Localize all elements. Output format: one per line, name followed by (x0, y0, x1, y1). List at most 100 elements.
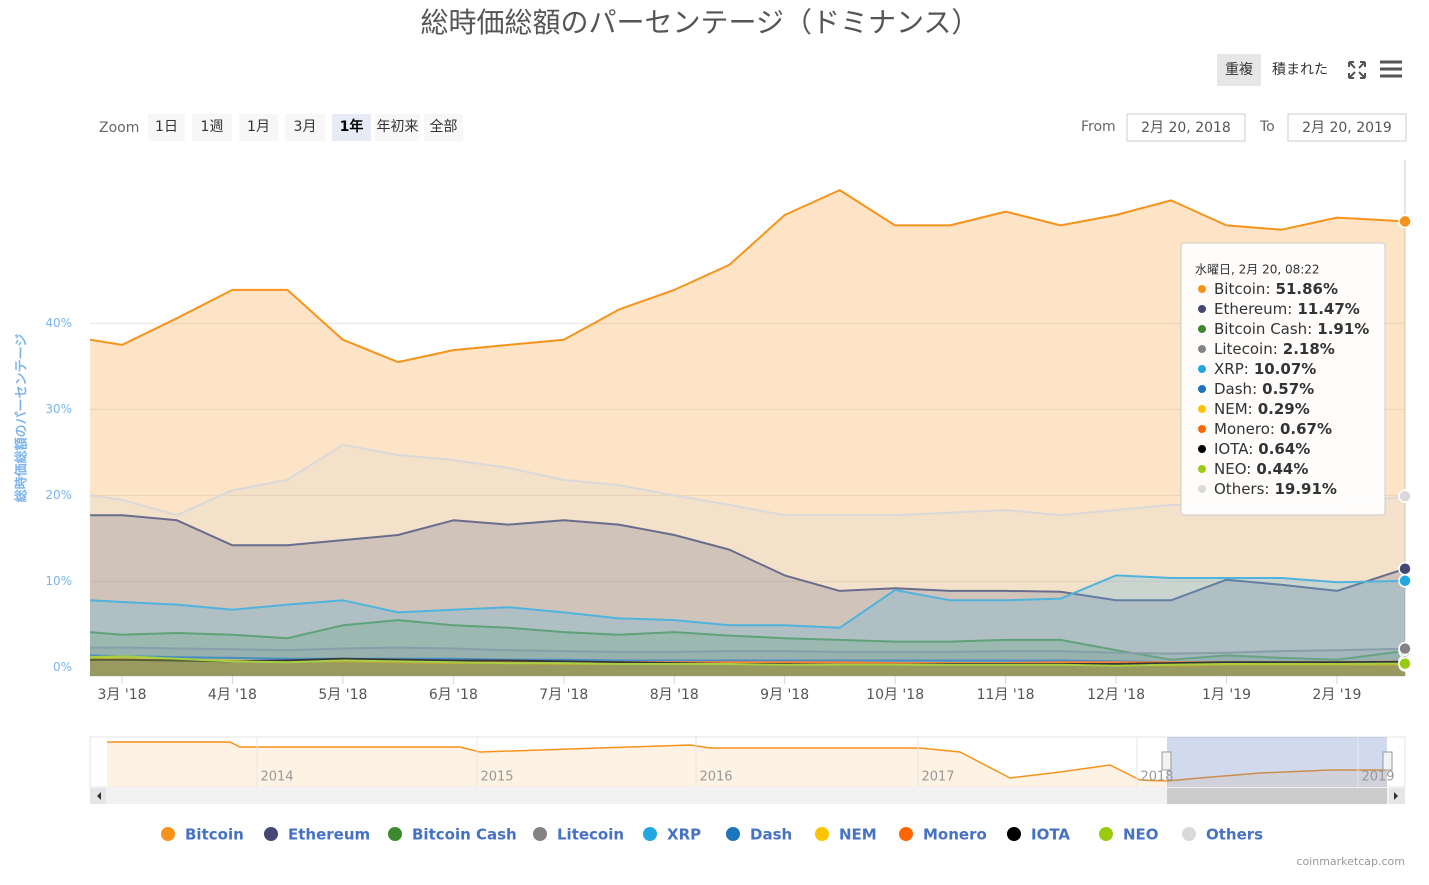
legend-label[interactable]: Monero (923, 826, 987, 844)
from-value[interactable]: 2月 20, 2018 (1141, 120, 1231, 136)
zoom-button-bg[interactable] (239, 114, 278, 141)
legend-dot[interactable] (643, 827, 657, 841)
series-area (90, 515, 1405, 676)
tooltip-separator: : (1248, 400, 1253, 418)
tooltip-value: 11.47% (1297, 300, 1359, 318)
tooltip-value: 1.91% (1317, 320, 1369, 338)
tooltip-name: NEM (1214, 400, 1248, 418)
tooltip-item: NEO: 0.44% (1214, 460, 1308, 478)
tooltip-separator: : (1252, 380, 1257, 398)
navigator-line (107, 741, 1387, 782)
from-input[interactable] (1126, 113, 1246, 142)
legend-label[interactable]: Bitcoin Cash (412, 826, 517, 844)
tooltip-dot (1198, 285, 1206, 293)
mode-button[interactable]: 積まれた (1272, 62, 1328, 78)
zoom-button[interactable]: 全部 (430, 118, 458, 135)
mode-button[interactable]: 重複 (1225, 61, 1253, 78)
zoom-button[interactable]: 1年 (340, 118, 364, 135)
mode-button-bg[interactable] (1217, 54, 1261, 86)
y-tick-label: 20% (45, 488, 72, 502)
x-tick-label: 5月 '18 (318, 687, 367, 703)
y-axis-title: 総時価総額のパーセンテージ (14, 334, 30, 503)
tooltip-separator: : (1246, 460, 1251, 478)
credit: coinmarketcap.com (1296, 855, 1405, 868)
tooltip-separator: : (1264, 480, 1269, 498)
legend-label[interactable]: Bitcoin (185, 826, 244, 844)
x-tick-label: 7月 '18 (539, 687, 588, 703)
legend-dot[interactable] (161, 827, 175, 841)
tooltip-separator: : (1287, 300, 1292, 318)
zoom-button[interactable]: 3月 (294, 119, 317, 135)
legend-label[interactable]: XRP (667, 826, 701, 844)
to-label: To (1259, 119, 1275, 135)
legend-label[interactable]: Ethereum (288, 826, 370, 844)
series-area (90, 190, 1405, 676)
legend-label[interactable]: Litecoin (557, 826, 624, 844)
legend-dot[interactable] (726, 827, 740, 841)
to-input[interactable] (1287, 113, 1407, 142)
scrollbar[interactable] (90, 788, 1405, 804)
legend-dot[interactable] (533, 827, 547, 841)
legend-label[interactable]: IOTA (1031, 826, 1070, 844)
series-line (89, 655, 1406, 667)
end-marker (1398, 641, 1412, 656)
tooltip-dot (1198, 325, 1206, 333)
tooltip-value: 51.86% (1276, 280, 1338, 298)
navigator-handle[interactable] (1161, 751, 1172, 771)
legend-dot[interactable] (815, 827, 829, 841)
chart-title: 総時価総額のパーセンテージ（ドミナンス） (421, 6, 980, 39)
zoom-button-bg[interactable] (148, 114, 185, 141)
legend-dot[interactable] (1099, 827, 1113, 841)
tooltip-separator: : (1265, 280, 1270, 298)
legend-label[interactable]: Others (1206, 826, 1263, 844)
to-value[interactable]: 2月 20, 2019 (1302, 120, 1392, 136)
zoom-button[interactable]: 1日 (155, 119, 178, 135)
zoom-button[interactable]: 年初来 (377, 118, 419, 135)
x-tick-label: 8月 '18 (650, 687, 699, 703)
legend-label[interactable]: NEM (839, 826, 877, 844)
legend-dot[interactable] (388, 827, 402, 841)
legend-dot[interactable] (1182, 827, 1196, 841)
end-marker (1398, 489, 1412, 503)
tooltip-dot (1198, 405, 1206, 413)
tooltip-dot (1198, 465, 1206, 473)
zoom-button-bg[interactable] (424, 114, 463, 141)
zoom-button[interactable]: 1月 (247, 119, 270, 135)
end-marker (1398, 574, 1412, 588)
tooltip-separator: : (1270, 420, 1275, 438)
fullscreen-icon[interactable] (1348, 61, 1366, 79)
legend-dot[interactable] (264, 827, 278, 841)
menu-icon[interactable] (1380, 60, 1402, 78)
tooltip-dot (1198, 345, 1206, 353)
series-area (90, 658, 1405, 676)
navigator-selection[interactable] (1167, 737, 1387, 787)
navigator-label: 2018 (1140, 770, 1173, 785)
zoom-button[interactable]: 1週 (201, 119, 224, 135)
y-tick-label: 40% (45, 316, 72, 330)
tooltip-name: Ethereum (1214, 300, 1287, 318)
tooltip-value: 10.07% (1254, 360, 1316, 378)
tooltip-name: IOTA (1214, 440, 1249, 458)
tooltip-value: 0.29% (1258, 400, 1310, 418)
tooltip-separator: : (1307, 320, 1312, 338)
legend-dot[interactable] (1007, 827, 1021, 841)
series-line (89, 574, 1406, 629)
y-tick-label: 10% (45, 574, 72, 588)
tooltip-name: Bitcoin Cash (1214, 320, 1307, 338)
legend-label[interactable]: NEO (1123, 826, 1159, 844)
navigator-handle[interactable] (1382, 751, 1393, 771)
zoom-button-bg[interactable] (375, 114, 420, 141)
tooltip-title: 水曜日, 2月 20, 08:22 (1195, 263, 1320, 277)
tooltip-item: NEM: 0.29% (1214, 400, 1310, 418)
zoom-button-bg[interactable] (285, 114, 325, 141)
scrollbar-thumb[interactable] (1167, 788, 1387, 804)
legend-label[interactable]: Dash (750, 826, 792, 844)
tooltip-item: Bitcoin Cash: 1.91% (1214, 320, 1369, 338)
tooltip-item: Others: 19.91% (1214, 480, 1337, 498)
legend-dot[interactable] (899, 827, 913, 841)
navigator-label: 2015 (480, 770, 513, 785)
end-marker (1398, 562, 1412, 576)
series-area (90, 657, 1405, 676)
zoom-button-bg[interactable] (332, 114, 371, 141)
zoom-button-bg[interactable] (192, 114, 232, 141)
